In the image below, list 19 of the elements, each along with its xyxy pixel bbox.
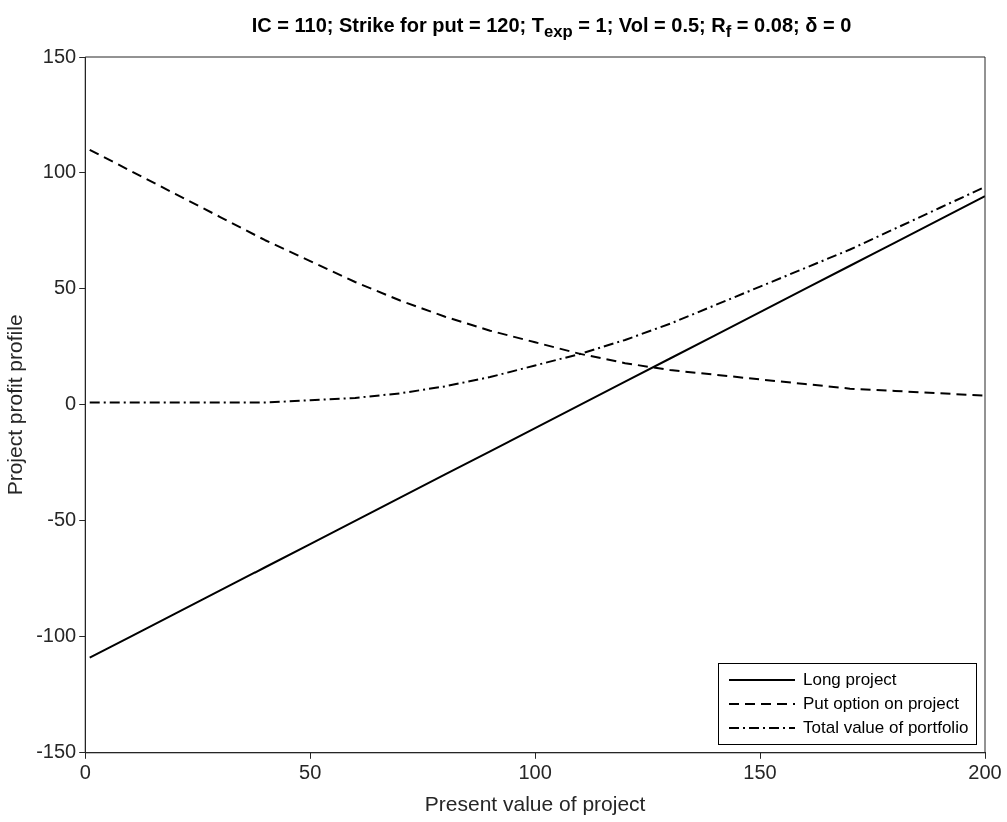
y-tick-label: 50 [53,276,77,299]
legend-label: Put option on project [803,693,959,714]
y-tick-label: -150 [36,740,77,763]
legend-label: Long project [803,669,897,690]
y-tick-label: 150 [42,44,77,67]
y-tick-label: 0 [65,392,77,415]
x-tick-label: 200 [968,761,1002,784]
y-axis-title: Project profit profile [3,314,27,496]
x-tick-label: 150 [743,761,777,784]
y-tick-label: -50 [47,508,77,531]
x-axis-title: Present value of project [424,792,646,816]
y-tick-label: 100 [42,160,77,183]
x-tick-label: 100 [518,761,552,784]
x-tick-label: 0 [79,761,91,784]
chart-title: IC = 110; Strike for put = 120; T$_{exp}$ = 1; Vol = 0.5; R$_{f}$ = 0.08; δ = 0 [250,14,853,42]
x-tick-label: 50 [299,761,322,784]
line-series [88,185,985,404]
legend-label: Total value of portfolio [803,717,969,738]
y-tick-label: -100 [36,624,77,647]
